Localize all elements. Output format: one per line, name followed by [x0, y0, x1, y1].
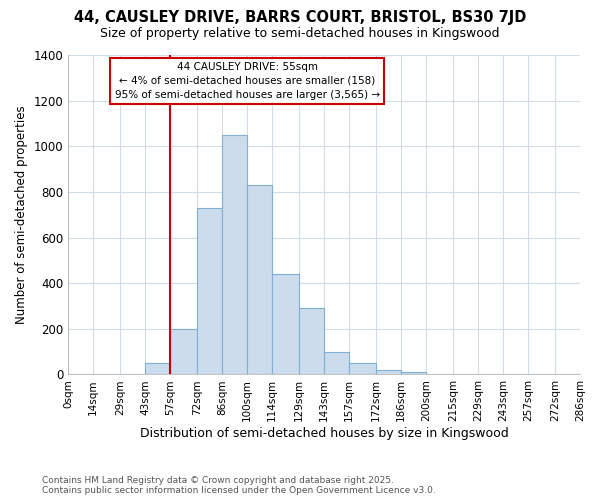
Bar — [145, 363, 170, 374]
Text: 44 CAUSLEY DRIVE: 55sqm
← 4% of semi-detached houses are smaller (158)
95% of se: 44 CAUSLEY DRIVE: 55sqm ← 4% of semi-det… — [115, 62, 380, 100]
X-axis label: Distribution of semi-detached houses by size in Kingswood: Distribution of semi-detached houses by … — [140, 427, 508, 440]
Bar — [324, 352, 349, 374]
Bar — [272, 274, 299, 374]
Y-axis label: Number of semi-detached properties: Number of semi-detached properties — [15, 106, 28, 324]
Bar — [197, 208, 222, 374]
Text: Size of property relative to semi-detached houses in Kingswood: Size of property relative to semi-detach… — [100, 28, 500, 40]
Bar — [349, 363, 376, 374]
Bar — [376, 370, 401, 374]
Text: 44, CAUSLEY DRIVE, BARRS COURT, BRISTOL, BS30 7JD: 44, CAUSLEY DRIVE, BARRS COURT, BRISTOL,… — [74, 10, 526, 25]
Bar — [222, 135, 247, 374]
Bar — [247, 185, 272, 374]
Text: Contains HM Land Registry data © Crown copyright and database right 2025.
Contai: Contains HM Land Registry data © Crown c… — [42, 476, 436, 495]
Bar — [299, 308, 324, 374]
Bar — [401, 372, 426, 374]
Bar — [170, 329, 197, 374]
